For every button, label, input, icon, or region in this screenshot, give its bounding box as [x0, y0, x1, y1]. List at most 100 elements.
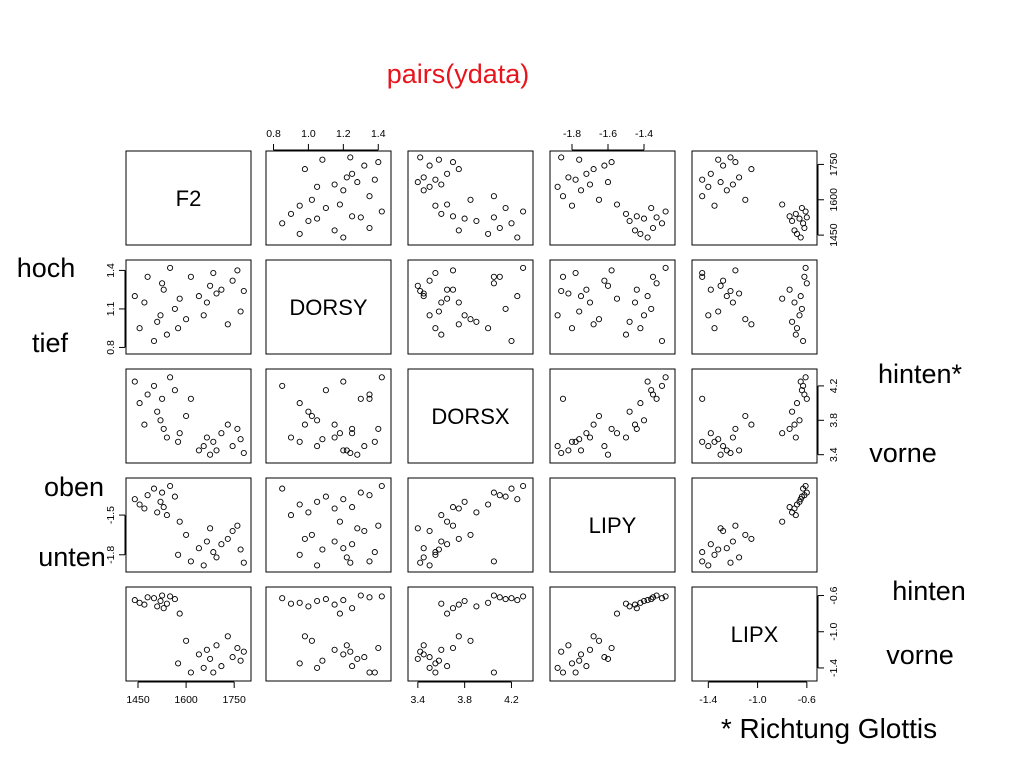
data-point	[637, 230, 644, 237]
data-point	[583, 170, 590, 177]
data-point	[729, 538, 736, 545]
data-point	[314, 562, 321, 569]
data-point	[141, 601, 148, 608]
data-point	[435, 308, 442, 315]
data-point	[378, 208, 385, 215]
data-point	[319, 156, 326, 163]
panel-lipy-vs-dorsx	[407, 477, 534, 573]
data-point	[305, 217, 312, 225]
data-point	[467, 637, 474, 644]
data-point	[213, 554, 220, 561]
data-point	[305, 603, 312, 610]
data-point	[705, 443, 712, 450]
data-point	[331, 646, 338, 653]
data-point	[296, 599, 303, 606]
data-point	[357, 214, 364, 221]
data-point	[279, 382, 286, 389]
data-point	[296, 400, 303, 407]
data-point	[426, 664, 433, 671]
data-point	[131, 496, 138, 503]
panel-lipy-vs-f2	[125, 477, 252, 573]
data-point	[144, 391, 151, 398]
panel-f2-vs-lipy	[549, 150, 676, 246]
data-point	[662, 264, 669, 271]
annotation-oben: oben	[44, 472, 104, 502]
data-point	[653, 280, 660, 287]
data-point	[707, 430, 714, 437]
top-tick-label: 1.4	[371, 128, 386, 140]
annotation-vorne-lipx: vorne	[886, 640, 954, 670]
chart-title: pairs(ydata)	[387, 59, 530, 89]
data-point	[207, 282, 214, 289]
data-point	[210, 549, 217, 556]
data-point	[622, 434, 630, 441]
data-point	[640, 312, 648, 319]
data-point	[455, 299, 462, 306]
variable-label: DORSX	[431, 404, 510, 429]
data-point	[568, 438, 576, 445]
data-point	[240, 449, 247, 457]
data-point	[798, 387, 805, 394]
data-point	[791, 227, 798, 234]
data-point	[796, 215, 803, 222]
data-point	[590, 421, 597, 428]
data-point	[305, 509, 312, 516]
panel-frame	[691, 477, 818, 573]
data-point	[595, 316, 603, 323]
right-tick-label: 1600	[828, 188, 840, 212]
data-point	[559, 193, 567, 200]
left-tick-label: -1.5	[105, 506, 117, 524]
top-tick-label: -1.8	[563, 128, 581, 140]
panel-lipx-vs-lipy	[549, 586, 676, 682]
data-point	[558, 648, 565, 655]
data-point	[586, 434, 594, 441]
data-point	[366, 558, 373, 565]
data-point	[347, 648, 354, 655]
data-point	[417, 287, 424, 295]
data-point	[157, 597, 164, 605]
data-point	[727, 154, 734, 161]
data-point	[633, 425, 640, 432]
data-point	[420, 554, 427, 561]
data-point	[296, 202, 303, 209]
data-point	[150, 382, 158, 389]
data-point	[366, 224, 373, 232]
data-point	[187, 395, 194, 402]
data-point	[715, 308, 722, 315]
data-point	[796, 417, 803, 424]
data-point	[224, 421, 231, 428]
data-point	[420, 642, 427, 649]
panel-dorsx-vs-dorsx: DORSX	[407, 368, 534, 464]
data-point	[508, 595, 515, 602]
data-point	[154, 603, 161, 610]
bottom-tick-label: 3.4	[411, 694, 426, 706]
data-point	[640, 597, 648, 605]
data-point	[349, 605, 356, 612]
data-point	[473, 217, 480, 225]
data-point	[340, 378, 347, 385]
data-point	[375, 425, 382, 432]
data-point	[331, 434, 338, 441]
data-point	[797, 234, 804, 241]
data-point	[314, 183, 321, 190]
panel-lipy-vs-dorsy	[265, 477, 392, 573]
bottom-tick-label: 1450	[126, 694, 150, 706]
data-point	[514, 597, 521, 604]
data-point	[803, 280, 810, 287]
data-point	[626, 603, 633, 610]
data-point	[490, 214, 497, 221]
data-point	[577, 187, 585, 194]
data-point	[577, 293, 585, 300]
data-point	[420, 174, 427, 181]
data-point	[159, 395, 166, 402]
data-point	[583, 286, 590, 293]
panel-frame	[125, 477, 252, 573]
data-point	[160, 605, 167, 612]
data-point	[435, 156, 442, 163]
data-point	[361, 527, 368, 535]
data-point	[727, 449, 734, 457]
data-point	[789, 318, 796, 325]
data-point	[343, 642, 350, 649]
data-point	[485, 230, 492, 237]
data-point	[699, 395, 706, 402]
